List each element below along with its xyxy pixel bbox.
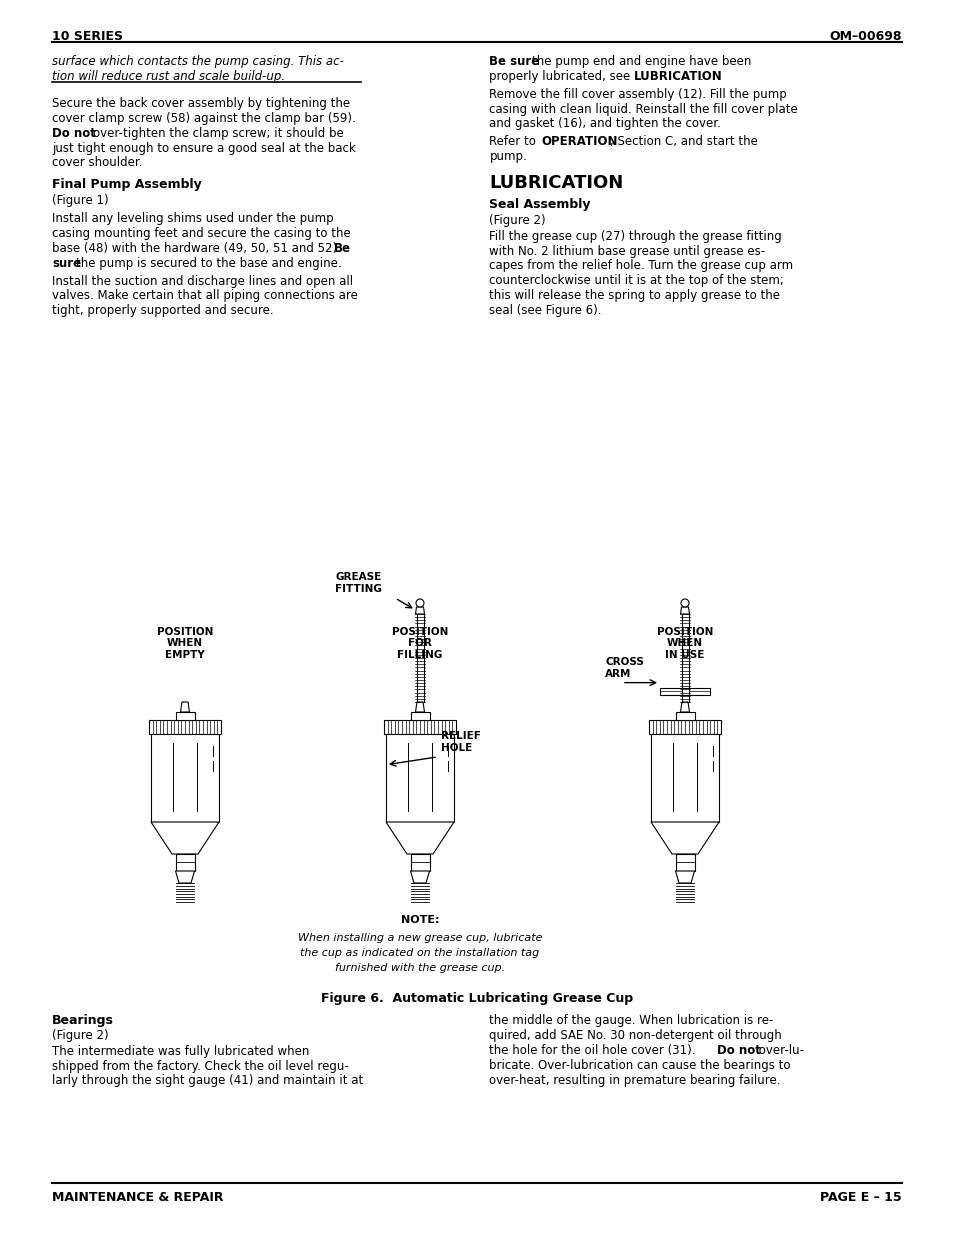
Text: POSITION
WHEN
EMPTY: POSITION WHEN EMPTY: [156, 627, 213, 659]
Text: shipped from the factory. Check the oil level regu-: shipped from the factory. Check the oil …: [52, 1060, 349, 1073]
Bar: [648, 720, 720, 734]
Text: cover clamp screw (58) against the clamp bar (59).: cover clamp screw (58) against the clamp…: [52, 112, 355, 125]
Polygon shape: [386, 823, 454, 853]
Text: RELIEF
HOLE: RELIEF HOLE: [440, 731, 480, 753]
Text: Fill the grease cup (27) through the grease fitting: Fill the grease cup (27) through the gre…: [489, 230, 781, 243]
Text: base (48) with the hardware (49, 50, 51 and 52).: base (48) with the hardware (49, 50, 51 …: [52, 242, 344, 254]
Text: MAINTENANCE & REPAIR: MAINTENANCE & REPAIR: [52, 1191, 223, 1204]
Polygon shape: [180, 701, 190, 713]
Bar: [151, 734, 219, 823]
Polygon shape: [650, 823, 719, 853]
Text: over-tighten the clamp screw; it should be: over-tighten the clamp screw; it should …: [92, 127, 343, 140]
Text: sure: sure: [52, 257, 81, 269]
Text: Do not: Do not: [717, 1044, 760, 1057]
Text: over-heat, resulting in premature bearing failure.: over-heat, resulting in premature bearin…: [489, 1073, 781, 1087]
Text: counterclockwise until it is at the top of the stem;: counterclockwise until it is at the top …: [489, 274, 783, 288]
Text: larly through the sight gauge (41) and maintain it at: larly through the sight gauge (41) and m…: [52, 1074, 363, 1087]
Text: pump.: pump.: [489, 151, 527, 163]
Polygon shape: [416, 606, 424, 614]
Bar: [386, 734, 454, 823]
Bar: [659, 688, 709, 695]
Text: Secure the back cover assembly by tightening the: Secure the back cover assembly by tighte…: [52, 98, 350, 110]
Polygon shape: [175, 871, 194, 883]
Text: properly lubricated, see: properly lubricated, see: [489, 70, 634, 83]
Text: tion will reduce rust and scale build-up.: tion will reduce rust and scale build-up…: [52, 70, 285, 83]
Text: the pump end and engine have been: the pump end and engine have been: [532, 56, 751, 68]
Text: Remove the fill cover assembly (12). Fill the pump: Remove the fill cover assembly (12). Fil…: [489, 88, 786, 101]
Text: OM–00698: OM–00698: [828, 30, 901, 43]
Text: the middle of the gauge. When lubrication is re-: the middle of the gauge. When lubricatio…: [489, 1014, 773, 1028]
Text: cover shoulder.: cover shoulder.: [52, 157, 142, 169]
Text: OPERATION: OPERATION: [541, 136, 618, 148]
Text: Bearings: Bearings: [52, 1014, 113, 1028]
Text: (Figure 1): (Figure 1): [52, 194, 109, 207]
Text: and gasket (16), and tighten the cover.: and gasket (16), and tighten the cover.: [489, 117, 720, 131]
Text: seal (see Figure 6).: seal (see Figure 6).: [489, 304, 601, 316]
Text: casing mounting feet and secure the casing to the: casing mounting feet and secure the casi…: [52, 227, 351, 240]
Text: casing with clean liquid. Reinstall the fill cover plate: casing with clean liquid. Reinstall the …: [489, 103, 798, 116]
Text: surface which contacts the pump casing. This ac-: surface which contacts the pump casing. …: [52, 56, 343, 68]
Bar: [675, 713, 694, 720]
Text: over-lu-: over-lu-: [754, 1044, 803, 1057]
Text: quired, add SAE No. 30 non-detergent oil through: quired, add SAE No. 30 non-detergent oil…: [489, 1029, 781, 1042]
Polygon shape: [410, 871, 429, 883]
Text: capes from the relief hole. Turn the grease cup arm: capes from the relief hole. Turn the gre…: [489, 259, 793, 273]
Text: the pump is secured to the base and engine.: the pump is secured to the base and engi…: [76, 257, 342, 269]
Bar: [149, 720, 221, 734]
Text: GREASE
FITTING: GREASE FITTING: [335, 572, 381, 594]
Text: 10 SERIES: 10 SERIES: [52, 30, 123, 43]
Text: (Figure 2): (Figure 2): [489, 214, 545, 227]
Text: tight, properly supported and secure.: tight, properly supported and secure.: [52, 304, 274, 317]
Bar: [384, 720, 456, 734]
Text: Figure 6.  Automatic Lubricating Grease Cup: Figure 6. Automatic Lubricating Grease C…: [320, 993, 633, 1005]
Text: with No. 2 lithium base grease until grease es-: with No. 2 lithium base grease until gre…: [489, 245, 765, 258]
Text: the hole for the oil hole cover (31).: the hole for the oil hole cover (31).: [489, 1044, 699, 1057]
Polygon shape: [679, 701, 689, 713]
Bar: [175, 853, 194, 871]
Text: CROSS
ARM: CROSS ARM: [604, 657, 643, 679]
Text: POSITION
FOR
FILLING: POSITION FOR FILLING: [392, 627, 448, 659]
Text: NOTE:: NOTE:: [400, 915, 438, 925]
Text: LUBRICATION: LUBRICATION: [489, 174, 623, 193]
Polygon shape: [675, 871, 694, 883]
Text: just tight enough to ensure a good seal at the back: just tight enough to ensure a good seal …: [52, 142, 355, 154]
Circle shape: [416, 599, 423, 606]
Text: PAGE E – 15: PAGE E – 15: [820, 1191, 901, 1204]
Bar: [410, 713, 429, 720]
Text: POSITION
WHEN
IN USE: POSITION WHEN IN USE: [656, 627, 713, 659]
Text: furnished with the grease cup.: furnished with the grease cup.: [335, 962, 504, 973]
Bar: [410, 853, 429, 871]
Text: .: .: [699, 70, 702, 83]
Text: Install the suction and discharge lines and open all: Install the suction and discharge lines …: [52, 274, 353, 288]
Text: , Section C, and start the: , Section C, and start the: [609, 136, 757, 148]
Text: Be sure: Be sure: [489, 56, 539, 68]
Bar: [650, 734, 719, 823]
Polygon shape: [679, 606, 689, 614]
Text: Do not: Do not: [52, 127, 95, 140]
Polygon shape: [151, 823, 219, 853]
Text: this will release the spring to apply grease to the: this will release the spring to apply gr…: [489, 289, 780, 303]
Text: (Figure 2): (Figure 2): [52, 1029, 109, 1042]
Text: Seal Assembly: Seal Assembly: [489, 198, 590, 211]
Text: When installing a new grease cup, lubricate: When installing a new grease cup, lubric…: [297, 932, 541, 944]
Circle shape: [680, 599, 688, 606]
Bar: [675, 853, 694, 871]
Text: The intermediate was fully lubricated when: The intermediate was fully lubricated wh…: [52, 1045, 309, 1058]
Text: valves. Make certain that all piping connections are: valves. Make certain that all piping con…: [52, 289, 357, 303]
Text: the cup as indicated on the installation tag: the cup as indicated on the installation…: [300, 947, 539, 958]
Polygon shape: [416, 701, 424, 713]
Text: Install any leveling shims used under the pump: Install any leveling shims used under th…: [52, 212, 334, 225]
Text: Final Pump Assembly: Final Pump Assembly: [52, 178, 201, 191]
Bar: [175, 713, 194, 720]
Text: Be: Be: [334, 242, 351, 254]
Text: bricate. Over-lubrication can cause the bearings to: bricate. Over-lubrication can cause the …: [489, 1058, 790, 1072]
Text: Refer to: Refer to: [489, 136, 539, 148]
Text: LUBRICATION: LUBRICATION: [633, 70, 721, 83]
